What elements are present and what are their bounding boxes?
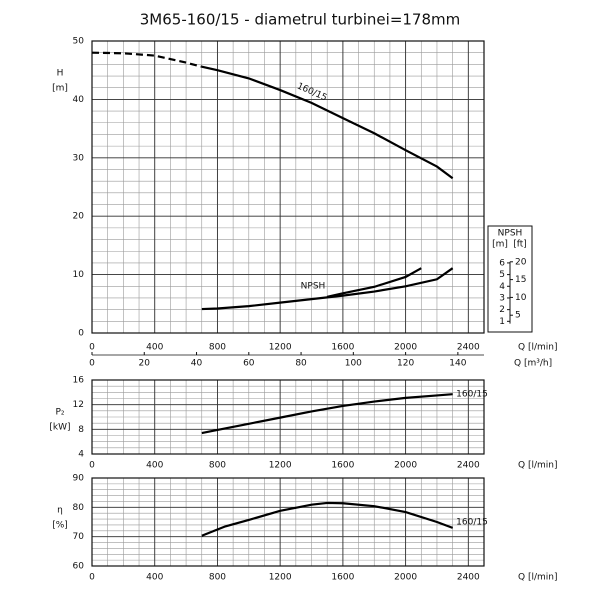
y-tick-label: 40 bbox=[73, 95, 85, 105]
y-tick-label: 70 bbox=[73, 532, 85, 542]
curve-line bbox=[326, 267, 422, 298]
npsh-ft-label: 5 bbox=[515, 311, 521, 321]
x-tick-label: 1200 bbox=[269, 343, 292, 353]
curve-label: 160/15 bbox=[456, 390, 488, 400]
npsh-m-label: 6 bbox=[499, 258, 505, 268]
npsh-ft-label: 10 bbox=[515, 293, 527, 303]
x2-tick-label: 100 bbox=[345, 359, 362, 369]
plot-frame bbox=[91, 477, 485, 567]
y-axis-unit: [%] bbox=[52, 521, 68, 531]
x-axis-label: Q [l/min] bbox=[518, 461, 557, 471]
page-title: 3M65-160/15 - diametrul turbinei=178mm bbox=[140, 11, 461, 29]
npsh-ft-label: 20 bbox=[515, 257, 527, 267]
npsh-m-label: 3 bbox=[499, 293, 505, 303]
x2-tick-label: 20 bbox=[139, 359, 151, 369]
x-tick-label: 400 bbox=[146, 343, 163, 353]
y-tick-label: 16 bbox=[73, 376, 85, 386]
x2-tick-label: 0 bbox=[89, 359, 95, 369]
x-tick-label: 1600 bbox=[331, 343, 354, 353]
x-tick-label: 800 bbox=[209, 343, 226, 353]
npsh-unit-ft: [ft] bbox=[513, 240, 527, 250]
y-tick-label: 90 bbox=[73, 474, 85, 484]
curve-line bbox=[201, 267, 454, 311]
x-tick-label: 1600 bbox=[331, 573, 354, 583]
y-tick-label: 4 bbox=[78, 450, 84, 460]
x-tick-label: 2000 bbox=[394, 343, 417, 353]
y-axis-unit: [m] bbox=[52, 84, 68, 94]
x-tick-label: 1200 bbox=[269, 573, 292, 583]
y-axis-unit: [kW] bbox=[49, 423, 70, 433]
x-tick-label: 2400 bbox=[457, 461, 480, 471]
x-tick-label: 2000 bbox=[394, 461, 417, 471]
y-tick-label: 8 bbox=[78, 425, 84, 435]
npsh-title: NPSH bbox=[498, 229, 523, 239]
x-tick-label: 0 bbox=[89, 461, 95, 471]
npsh-m-label: 5 bbox=[499, 270, 505, 280]
x2-tick-label: 40 bbox=[191, 359, 203, 369]
y-tick-label: 0 bbox=[78, 329, 84, 339]
y-tick-label: 60 bbox=[73, 562, 85, 572]
curve-label: 160/15 bbox=[456, 518, 488, 528]
y-axis-label: P₂ bbox=[55, 408, 64, 418]
x2-axis-label: Q [m³/h] bbox=[514, 359, 552, 369]
x-tick-label: 400 bbox=[146, 461, 163, 471]
y-tick-label: 20 bbox=[73, 212, 85, 222]
curve-line bbox=[91, 51, 203, 68]
y-tick-label: 10 bbox=[73, 270, 85, 280]
y-axis-label: H bbox=[57, 69, 64, 79]
x-tick-label: 800 bbox=[209, 461, 226, 471]
npsh-unit-m: [m] bbox=[492, 240, 508, 250]
plot-frame bbox=[91, 379, 485, 455]
x-axis-label: Q [l/min] bbox=[518, 573, 557, 583]
x-tick-label: 0 bbox=[89, 573, 95, 583]
npsh-m-label: 2 bbox=[499, 305, 505, 315]
x-tick-label: 800 bbox=[209, 573, 226, 583]
x-tick-label: 2400 bbox=[457, 573, 480, 583]
y-tick-label: 30 bbox=[73, 153, 85, 163]
npsh-m-label: 1 bbox=[499, 317, 505, 327]
curve-label: NPSH bbox=[301, 282, 326, 292]
npsh-ft-label: 15 bbox=[515, 275, 526, 285]
curve-line bbox=[201, 393, 453, 435]
x-tick-label: 400 bbox=[146, 573, 163, 583]
x2-tick-label: 60 bbox=[243, 359, 255, 369]
x2-tick-label: 140 bbox=[449, 359, 466, 369]
x-tick-label: 1200 bbox=[269, 461, 292, 471]
y-tick-label: 80 bbox=[73, 503, 85, 513]
curve-line bbox=[201, 65, 454, 180]
y-axis-label: η bbox=[57, 506, 63, 516]
x-tick-label: 2400 bbox=[457, 343, 480, 353]
x-axis-label: Q [l/min] bbox=[518, 343, 557, 353]
y-tick-label: 50 bbox=[73, 37, 85, 47]
curve-line bbox=[201, 501, 454, 537]
x2-tick-label: 120 bbox=[397, 359, 414, 369]
x-tick-label: 0 bbox=[89, 343, 95, 353]
x2-tick-label: 80 bbox=[295, 359, 307, 369]
x-tick-label: 1600 bbox=[331, 461, 354, 471]
y-tick-label: 12 bbox=[73, 400, 84, 410]
plot-frame bbox=[91, 40, 485, 334]
npsh-m-label: 4 bbox=[499, 282, 505, 292]
x-tick-label: 2000 bbox=[394, 573, 417, 583]
